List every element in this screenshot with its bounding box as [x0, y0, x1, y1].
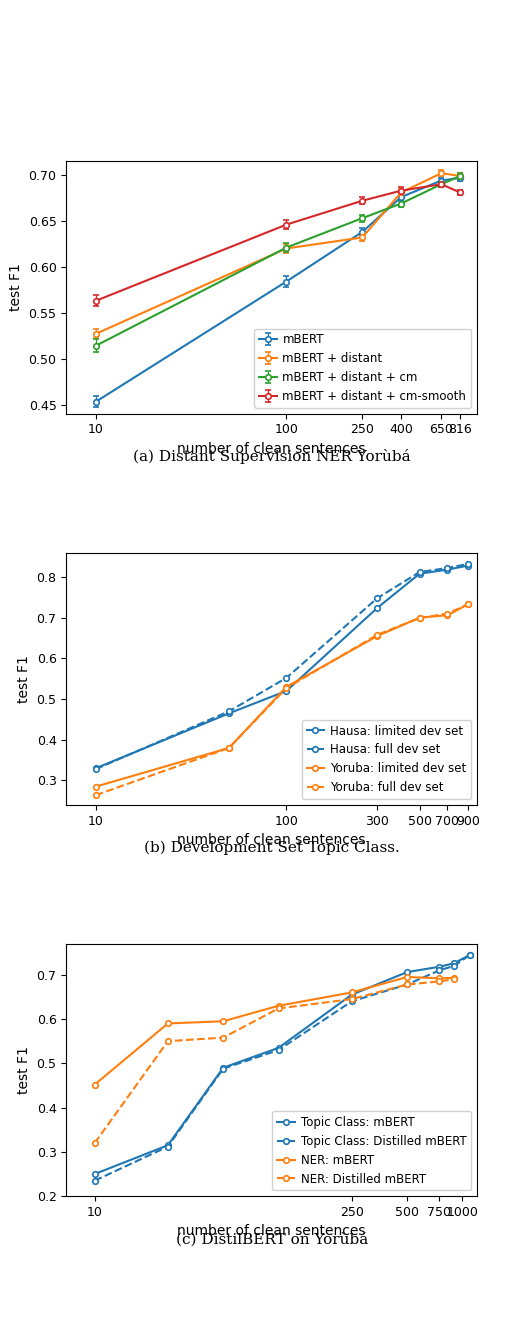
Hausa: full dev set: (300, 0.748): full dev set: (300, 0.748) — [374, 590, 381, 606]
Hausa: full dev set: (500, 0.812): full dev set: (500, 0.812) — [417, 564, 423, 581]
Yoruba: full dev set: (700, 0.71): full dev set: (700, 0.71) — [444, 606, 450, 622]
Hausa: limited dev set: (300, 0.724): limited dev set: (300, 0.724) — [374, 599, 381, 616]
Topic Class: Distilled mBERT: (1.1e+03, 0.745): Distilled mBERT: (1.1e+03, 0.745) — [467, 946, 473, 962]
Y-axis label: test F1: test F1 — [9, 263, 23, 312]
Hausa: limited dev set: (10, 0.33): limited dev set: (10, 0.33) — [93, 761, 99, 777]
Topic Class: Distilled mBERT: (900, 0.72): Distilled mBERT: (900, 0.72) — [451, 958, 457, 974]
Line: Yoruba: limited dev set: Yoruba: limited dev set — [93, 602, 471, 789]
Yoruba: limited dev set: (50, 0.38): limited dev set: (50, 0.38) — [226, 739, 232, 755]
Line: Hausa: limited dev set: Hausa: limited dev set — [93, 563, 471, 771]
Topic Class: Distilled mBERT: (100, 0.53): Distilled mBERT: (100, 0.53) — [276, 1042, 282, 1058]
Hausa: limited dev set: (900, 0.828): limited dev set: (900, 0.828) — [465, 558, 472, 574]
Yoruba: limited dev set: (10, 0.285): limited dev set: (10, 0.285) — [93, 778, 99, 794]
Hausa: limited dev set: (100, 0.52): limited dev set: (100, 0.52) — [283, 683, 289, 699]
Hausa: full dev set: (10, 0.328): full dev set: (10, 0.328) — [93, 761, 99, 777]
Yoruba: full dev set: (50, 0.38): full dev set: (50, 0.38) — [226, 739, 232, 755]
NER: Distilled mBERT: (50, 0.558): Distilled mBERT: (50, 0.558) — [220, 1030, 226, 1046]
Topic Class: mBERT: (900, 0.726): mBERT: (900, 0.726) — [451, 956, 457, 972]
Topic Class: Distilled mBERT: (10, 0.235): Distilled mBERT: (10, 0.235) — [92, 1172, 98, 1188]
Yoruba: limited dev set: (700, 0.706): limited dev set: (700, 0.706) — [444, 607, 450, 624]
Topic Class: Distilled mBERT: (250, 0.64): Distilled mBERT: (250, 0.64) — [349, 993, 355, 1009]
NER: Distilled mBERT: (25, 0.55): Distilled mBERT: (25, 0.55) — [165, 1034, 171, 1050]
Yoruba: limited dev set: (500, 0.7): limited dev set: (500, 0.7) — [417, 610, 423, 626]
Topic Class: mBERT: (750, 0.718): mBERT: (750, 0.718) — [436, 958, 443, 974]
Yoruba: full dev set: (500, 0.699): full dev set: (500, 0.699) — [417, 610, 423, 626]
Line: Yoruba: full dev set: Yoruba: full dev set — [93, 602, 471, 798]
Yoruba: limited dev set: (300, 0.655): limited dev set: (300, 0.655) — [374, 628, 381, 644]
Yoruba: full dev set: (10, 0.264): full dev set: (10, 0.264) — [93, 788, 99, 804]
Line: Topic Class: Distilled mBERT: Topic Class: Distilled mBERT — [92, 952, 473, 1184]
Legend: Hausa: limited dev set, Hausa: full dev set, Yoruba: limited dev set, Yoruba: fu: Hausa: limited dev set, Hausa: full dev … — [302, 720, 471, 800]
Hausa: full dev set: (100, 0.552): full dev set: (100, 0.552) — [283, 669, 289, 685]
Topic Class: mBERT: (25, 0.315): mBERT: (25, 0.315) — [165, 1137, 171, 1153]
Topic Class: mBERT: (100, 0.535): mBERT: (100, 0.535) — [276, 1040, 282, 1056]
Legend: mBERT, mBERT + distant, mBERT + distant + cm, mBERT + distant + cm-smooth: mBERT, mBERT + distant, mBERT + distant … — [254, 329, 471, 407]
Title: (c) DistilBERT on Yorùbá: (c) DistilBERT on Yorùbá — [175, 1232, 368, 1246]
Topic Class: mBERT: (250, 0.655): mBERT: (250, 0.655) — [349, 986, 355, 1003]
NER: Distilled mBERT: (500, 0.678): Distilled mBERT: (500, 0.678) — [404, 977, 410, 993]
NER: mBERT: (500, 0.695): mBERT: (500, 0.695) — [404, 969, 410, 985]
Topic Class: mBERT: (500, 0.706): mBERT: (500, 0.706) — [404, 964, 410, 980]
NER: Distilled mBERT: (900, 0.69): Distilled mBERT: (900, 0.69) — [451, 972, 457, 988]
X-axis label: number of clean sentences: number of clean sentences — [178, 833, 366, 847]
Hausa: limited dev set: (500, 0.808): limited dev set: (500, 0.808) — [417, 566, 423, 582]
Line: Topic Class: mBERT: Topic Class: mBERT — [92, 952, 473, 1177]
NER: mBERT: (250, 0.66): mBERT: (250, 0.66) — [349, 984, 355, 1000]
NER: mBERT: (10, 0.452): mBERT: (10, 0.452) — [92, 1077, 98, 1093]
Title: (a) Distant Supervision NER Yorùbá: (a) Distant Supervision NER Yorùbá — [133, 449, 410, 464]
Line: Hausa: full dev set: Hausa: full dev set — [93, 562, 471, 771]
Line: NER: mBERT: NER: mBERT — [92, 974, 457, 1087]
Title: (b) Development Set Topic Class.: (b) Development Set Topic Class. — [144, 841, 400, 855]
Line: NER: Distilled mBERT: NER: Distilled mBERT — [92, 976, 457, 1146]
Topic Class: Distilled mBERT: (500, 0.678): Distilled mBERT: (500, 0.678) — [404, 977, 410, 993]
NER: mBERT: (100, 0.63): mBERT: (100, 0.63) — [276, 997, 282, 1013]
NER: mBERT: (50, 0.595): mBERT: (50, 0.595) — [220, 1013, 226, 1030]
Topic Class: mBERT: (10, 0.25): mBERT: (10, 0.25) — [92, 1167, 98, 1183]
Y-axis label: test F1: test F1 — [17, 1046, 31, 1094]
Topic Class: Distilled mBERT: (50, 0.488): Distilled mBERT: (50, 0.488) — [220, 1060, 226, 1077]
Topic Class: Distilled mBERT: (750, 0.71): Distilled mBERT: (750, 0.71) — [436, 962, 443, 978]
NER: mBERT: (900, 0.693): mBERT: (900, 0.693) — [451, 970, 457, 986]
Hausa: full dev set: (900, 0.832): full dev set: (900, 0.832) — [465, 556, 472, 573]
NER: mBERT: (25, 0.59): mBERT: (25, 0.59) — [165, 1016, 171, 1032]
NER: Distilled mBERT: (10, 0.32): Distilled mBERT: (10, 0.32) — [92, 1134, 98, 1150]
X-axis label: number of clean sentences: number of clean sentences — [178, 1224, 366, 1238]
Hausa: full dev set: (50, 0.47): full dev set: (50, 0.47) — [226, 703, 232, 719]
Topic Class: mBERT: (1.1e+03, 0.745): mBERT: (1.1e+03, 0.745) — [467, 946, 473, 962]
Yoruba: full dev set: (900, 0.733): full dev set: (900, 0.733) — [465, 597, 472, 613]
Hausa: full dev set: (700, 0.822): full dev set: (700, 0.822) — [444, 560, 450, 577]
NER: Distilled mBERT: (250, 0.645): Distilled mBERT: (250, 0.645) — [349, 991, 355, 1007]
Y-axis label: test F1: test F1 — [17, 655, 31, 703]
NER: Distilled mBERT: (100, 0.624): Distilled mBERT: (100, 0.624) — [276, 1000, 282, 1016]
Topic Class: Distilled mBERT: (25, 0.312): Distilled mBERT: (25, 0.312) — [165, 1138, 171, 1154]
Topic Class: mBERT: (50, 0.49): mBERT: (50, 0.49) — [220, 1059, 226, 1075]
Yoruba: limited dev set: (900, 0.733): limited dev set: (900, 0.733) — [465, 597, 472, 613]
Yoruba: full dev set: (100, 0.527): full dev set: (100, 0.527) — [283, 680, 289, 696]
NER: Distilled mBERT: (750, 0.685): Distilled mBERT: (750, 0.685) — [436, 973, 443, 989]
Hausa: limited dev set: (700, 0.818): limited dev set: (700, 0.818) — [444, 562, 450, 578]
Hausa: limited dev set: (50, 0.465): limited dev set: (50, 0.465) — [226, 706, 232, 722]
Yoruba: limited dev set: (100, 0.53): limited dev set: (100, 0.53) — [283, 679, 289, 695]
X-axis label: number of clean sentences: number of clean sentences — [178, 442, 366, 456]
Legend: Topic Class: mBERT, Topic Class: Distilled mBERT, NER: mBERT, NER: Distilled mBE: Topic Class: mBERT, Topic Class: Distill… — [272, 1111, 471, 1191]
Yoruba: full dev set: (300, 0.658): full dev set: (300, 0.658) — [374, 626, 381, 642]
NER: mBERT: (750, 0.692): mBERT: (750, 0.692) — [436, 970, 443, 986]
